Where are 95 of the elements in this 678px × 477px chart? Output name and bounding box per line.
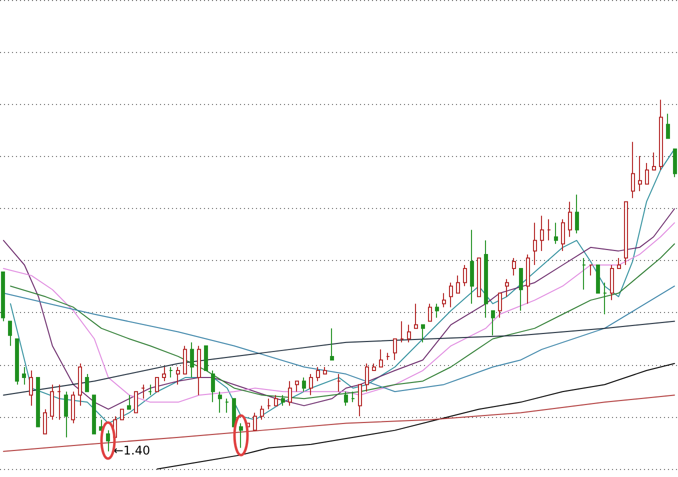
candlestick	[652, 152, 656, 171]
candlestick	[29, 370, 33, 406]
candlestick	[456, 275, 460, 294]
candlestick	[15, 338, 19, 386]
candlestick	[78, 362, 82, 406]
candlestick	[498, 292, 502, 318]
candlestick	[148, 384, 152, 396]
candlestick	[631, 141, 635, 199]
candlestick	[134, 391, 138, 414]
candlestick	[57, 384, 61, 420]
candlestick	[386, 352, 390, 360]
candlestick	[288, 380, 292, 406]
candlestick	[36, 377, 40, 428]
candlestick	[477, 257, 481, 298]
candlestick	[183, 345, 187, 375]
candlestick	[491, 310, 495, 336]
candlestick	[407, 324, 411, 343]
candlestick	[190, 342, 194, 378]
candlestick	[225, 398, 229, 414]
candlestick	[204, 345, 208, 372]
candlestick	[673, 148, 677, 178]
candlestick	[533, 222, 537, 266]
candlestick	[463, 264, 467, 287]
candlestick	[64, 391, 68, 438]
candlestick	[379, 348, 383, 368]
candlestick	[274, 394, 278, 406]
candlestick	[596, 264, 600, 294]
candlestick	[589, 264, 593, 276]
candlestick	[281, 394, 285, 406]
candlestick	[316, 366, 320, 382]
candlestick	[638, 155, 642, 192]
candlestick	[50, 384, 54, 420]
candlestick	[365, 362, 369, 392]
candlestick	[414, 303, 418, 329]
candlestick	[295, 380, 299, 392]
candlestick	[554, 222, 558, 244]
candlestick	[106, 430, 110, 452]
candlestick	[176, 366, 180, 386]
candlestick	[617, 257, 621, 270]
candlestick	[85, 374, 89, 392]
candlestick	[400, 320, 404, 343]
candlestick	[218, 391, 222, 414]
candlestick	[561, 218, 565, 252]
candlestick	[582, 257, 586, 290]
candlestick	[253, 412, 257, 431]
candlestick	[120, 408, 124, 420]
candlestick	[197, 345, 201, 396]
candlestick	[575, 194, 579, 234]
candlestick	[43, 408, 47, 434]
candlestick	[428, 303, 432, 322]
candlestick	[435, 303, 439, 318]
candlestick	[337, 374, 341, 392]
candlestick	[155, 377, 159, 392]
candlestick	[162, 366, 166, 382]
candlestick	[330, 328, 334, 360]
candlestick	[92, 394, 96, 434]
candlestick	[351, 391, 355, 403]
candlestick	[568, 201, 572, 238]
candlestick	[449, 282, 453, 308]
candlestick	[372, 362, 376, 372]
candlestick	[323, 366, 327, 375]
candlestick	[141, 384, 145, 400]
candlestick	[526, 254, 530, 304]
candlestick	[610, 264, 614, 301]
candlestick	[232, 398, 236, 428]
candlestick	[470, 229, 474, 304]
candlestick	[442, 292, 446, 308]
candlestick	[302, 377, 306, 392]
candlestick	[267, 398, 271, 410]
candlestick	[344, 391, 348, 406]
candlestick	[519, 268, 523, 312]
candlestick	[540, 215, 544, 252]
candlestick	[239, 422, 243, 448]
candlestick	[505, 278, 509, 298]
candlestick	[260, 405, 264, 420]
candlestick	[645, 162, 649, 185]
candlestick	[659, 99, 663, 171]
candlestick	[512, 257, 516, 276]
candlestick	[309, 374, 313, 396]
candlestick	[393, 338, 397, 360]
candlestick	[127, 394, 131, 410]
candlestick	[1, 272, 5, 322]
candlestick	[547, 218, 551, 241]
candlestick	[484, 240, 488, 318]
candlestick	[358, 384, 362, 417]
candlestick	[169, 366, 173, 378]
candlestick	[421, 324, 425, 343]
candlestick	[211, 370, 215, 403]
candlestick	[22, 366, 26, 386]
candlestick	[8, 320, 12, 346]
candlestick	[666, 113, 670, 139]
candlestick	[624, 201, 628, 266]
candlestick	[603, 282, 607, 315]
annotation: ←1.40	[113, 443, 150, 458]
candlestick	[71, 391, 75, 424]
